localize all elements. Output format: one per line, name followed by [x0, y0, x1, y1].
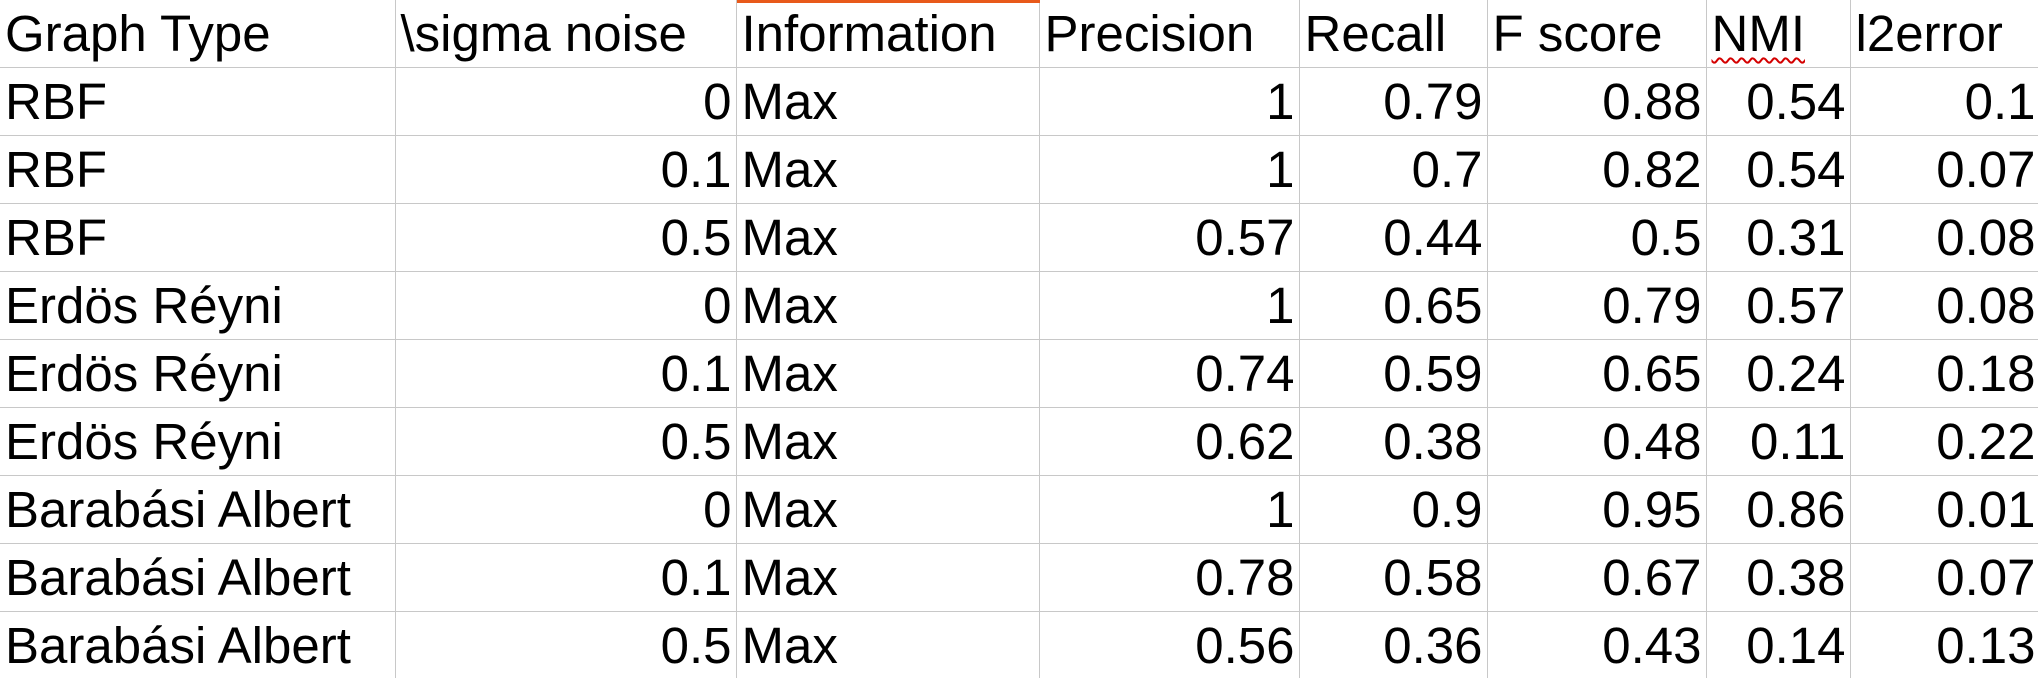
cell-information[interactable]: Max — [736, 271, 1040, 340]
cell-recall[interactable]: 0.79 — [1299, 67, 1488, 136]
cell-graph-type[interactable]: RBF — [0, 203, 396, 272]
cell-precision[interactable]: 1 — [1039, 271, 1300, 340]
cell-l2error[interactable]: 0.07 — [1850, 135, 2038, 204]
cell-graph-type[interactable]: RBF — [0, 67, 396, 136]
header-cell-precision[interactable]: Precision — [1039, 0, 1300, 68]
cell-precision[interactable]: 1 — [1039, 67, 1300, 136]
cell-graph-type[interactable]: Erdös Réyni — [0, 407, 396, 476]
cell-l2error[interactable]: 0.07 — [1850, 543, 2038, 612]
table-row: Erdös Réyni 0 Max 1 0.65 0.79 0.57 0.08 — [0, 271, 2038, 340]
cell-l2error[interactable]: 0.1 — [1850, 67, 2038, 136]
cell-sigma-noise[interactable]: 0.1 — [395, 543, 737, 612]
cell-nmi[interactable]: 0.57 — [1706, 271, 1851, 340]
cell-nmi[interactable]: 0.31 — [1706, 203, 1851, 272]
cell-sigma-noise[interactable]: 0.5 — [395, 407, 737, 476]
cell-sigma-noise[interactable]: 0.1 — [395, 339, 737, 408]
table-row: RBF 0.5 Max 0.57 0.44 0.5 0.31 0.08 — [0, 203, 2038, 272]
header-cell-information[interactable]: Information — [736, 0, 1040, 68]
table-row: Barabási Albert 0.1 Max 0.78 0.58 0.67 0… — [0, 543, 2038, 612]
cell-nmi[interactable]: 0.54 — [1706, 67, 1851, 136]
cell-f-score[interactable]: 0.5 — [1487, 203, 1707, 272]
cell-sigma-noise[interactable]: 0 — [395, 67, 737, 136]
table-row: RBF 0.1 Max 1 0.7 0.82 0.54 0.07 — [0, 135, 2038, 204]
cell-f-score[interactable]: 0.48 — [1487, 407, 1707, 476]
cell-l2error[interactable]: 0.18 — [1850, 339, 2038, 408]
cell-sigma-noise[interactable]: 0 — [395, 475, 737, 544]
cell-information[interactable]: Max — [736, 339, 1040, 408]
header-cell-nmi[interactable]: NMI — [1706, 0, 1851, 68]
cell-nmi[interactable]: 0.54 — [1706, 135, 1851, 204]
cell-information[interactable]: Max — [736, 67, 1040, 136]
cell-l2error[interactable]: 0.13 — [1850, 611, 2038, 678]
cell-precision[interactable]: 0.62 — [1039, 407, 1300, 476]
cell-f-score[interactable]: 0.82 — [1487, 135, 1707, 204]
table-row: Erdös Réyni 0.1 Max 0.74 0.59 0.65 0.24 … — [0, 339, 2038, 408]
header-cell-l2error[interactable]: l2error — [1850, 0, 2038, 68]
header-cell-graph-type[interactable]: Graph Type — [0, 0, 396, 68]
cell-nmi[interactable]: 0.24 — [1706, 339, 1851, 408]
cell-l2error[interactable]: 0.08 — [1850, 271, 2038, 340]
header-cell-sigma-noise[interactable]: \sigma noise — [395, 0, 737, 68]
cell-graph-type[interactable]: Barabási Albert — [0, 543, 396, 612]
cell-information[interactable]: Max — [736, 611, 1040, 678]
cell-f-score[interactable]: 0.43 — [1487, 611, 1707, 678]
header-cell-recall[interactable]: Recall — [1299, 0, 1488, 68]
cell-f-score[interactable]: 0.88 — [1487, 67, 1707, 136]
cell-f-score[interactable]: 0.67 — [1487, 543, 1707, 612]
cell-precision[interactable]: 0.78 — [1039, 543, 1300, 612]
cell-precision[interactable]: 0.56 — [1039, 611, 1300, 678]
cell-information[interactable]: Max — [736, 543, 1040, 612]
cell-l2error[interactable]: 0.08 — [1850, 203, 2038, 272]
table-row: Barabási Albert 0.5 Max 0.56 0.36 0.43 0… — [0, 611, 2038, 678]
header-cell-f-score[interactable]: F score — [1487, 0, 1707, 68]
cell-graph-type[interactable]: Barabási Albert — [0, 475, 396, 544]
cell-nmi[interactable]: 0.86 — [1706, 475, 1851, 544]
cell-precision[interactable]: 0.57 — [1039, 203, 1300, 272]
cell-graph-type[interactable]: Erdös Réyni — [0, 339, 396, 408]
cell-f-score[interactable]: 0.95 — [1487, 475, 1707, 544]
cell-precision[interactable]: 0.74 — [1039, 339, 1300, 408]
cell-information[interactable]: Max — [736, 475, 1040, 544]
cell-recall[interactable]: 0.38 — [1299, 407, 1488, 476]
cell-sigma-noise[interactable]: 0.5 — [395, 611, 737, 678]
table-row: Erdös Réyni 0.5 Max 0.62 0.38 0.48 0.11 … — [0, 407, 2038, 476]
cell-graph-type[interactable]: RBF — [0, 135, 396, 204]
cell-recall[interactable]: 0.65 — [1299, 271, 1488, 340]
cell-information[interactable]: Max — [736, 407, 1040, 476]
table-row: Barabási Albert 0 Max 1 0.9 0.95 0.86 0.… — [0, 475, 2038, 544]
cell-recall[interactable]: 0.58 — [1299, 543, 1488, 612]
cell-recall[interactable]: 0.7 — [1299, 135, 1488, 204]
cell-recall[interactable]: 0.36 — [1299, 611, 1488, 678]
table-row: RBF 0 Max 1 0.79 0.88 0.54 0.1 — [0, 67, 2038, 136]
cell-recall[interactable]: 0.9 — [1299, 475, 1488, 544]
cell-recall[interactable]: 0.44 — [1299, 203, 1488, 272]
spellcheck-underline: NMI — [1711, 5, 1805, 62]
cell-information[interactable]: Max — [736, 203, 1040, 272]
cell-nmi[interactable]: 0.38 — [1706, 543, 1851, 612]
cell-information[interactable]: Max — [736, 135, 1040, 204]
cell-recall[interactable]: 0.59 — [1299, 339, 1488, 408]
cell-l2error[interactable]: 0.22 — [1850, 407, 2038, 476]
cell-graph-type[interactable]: Barabási Albert — [0, 611, 396, 678]
cell-sigma-noise[interactable]: 0.5 — [395, 203, 737, 272]
header-row: Graph Type \sigma noise Information Prec… — [0, 0, 2038, 68]
cell-sigma-noise[interactable]: 0.1 — [395, 135, 737, 204]
cell-precision[interactable]: 1 — [1039, 135, 1300, 204]
cell-nmi[interactable]: 0.11 — [1706, 407, 1851, 476]
cell-precision[interactable]: 1 — [1039, 475, 1300, 544]
active-cell-indicator — [737, 0, 1040, 3]
cell-sigma-noise[interactable]: 0 — [395, 271, 737, 340]
cell-f-score[interactable]: 0.65 — [1487, 339, 1707, 408]
cell-l2error[interactable]: 0.01 — [1850, 475, 2038, 544]
cell-graph-type[interactable]: Erdös Réyni — [0, 271, 396, 340]
cell-nmi[interactable]: 0.14 — [1706, 611, 1851, 678]
cell-f-score[interactable]: 0.79 — [1487, 271, 1707, 340]
